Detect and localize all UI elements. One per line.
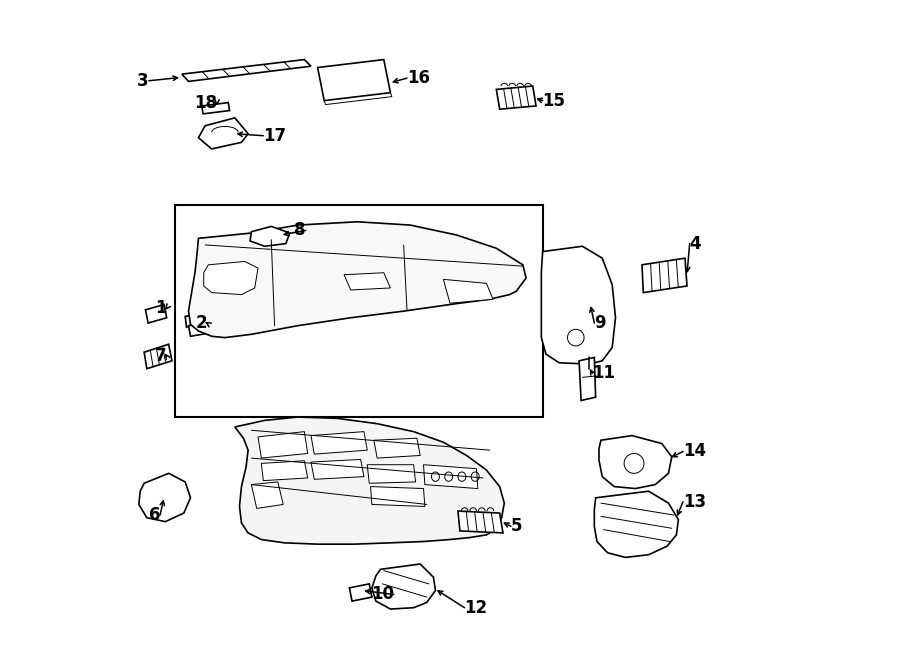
Text: 8: 8 — [294, 221, 306, 240]
Text: 12: 12 — [464, 598, 488, 617]
Polygon shape — [579, 357, 596, 401]
Polygon shape — [496, 86, 536, 109]
Text: 11: 11 — [592, 364, 616, 383]
Polygon shape — [444, 279, 493, 303]
Text: 17: 17 — [264, 126, 286, 145]
Text: 18: 18 — [194, 93, 217, 112]
Polygon shape — [235, 417, 504, 544]
Text: 13: 13 — [683, 493, 706, 511]
Text: 5: 5 — [511, 517, 522, 536]
Polygon shape — [311, 459, 364, 479]
Text: 3: 3 — [137, 71, 148, 90]
Polygon shape — [598, 436, 671, 489]
Polygon shape — [251, 482, 284, 508]
Text: 4: 4 — [689, 234, 701, 253]
Polygon shape — [344, 273, 391, 290]
Polygon shape — [374, 438, 420, 458]
Text: 6: 6 — [148, 506, 160, 524]
Polygon shape — [185, 312, 211, 327]
Text: 15: 15 — [543, 91, 566, 110]
Polygon shape — [311, 432, 367, 454]
Text: 7: 7 — [155, 347, 166, 365]
Polygon shape — [202, 103, 230, 114]
Polygon shape — [146, 305, 166, 323]
Polygon shape — [318, 60, 391, 101]
Text: 2: 2 — [195, 314, 207, 332]
Polygon shape — [182, 60, 311, 81]
Polygon shape — [372, 564, 436, 609]
Polygon shape — [188, 222, 526, 338]
Polygon shape — [261, 461, 308, 481]
Text: 1: 1 — [155, 299, 166, 317]
Polygon shape — [139, 473, 191, 522]
Text: 14: 14 — [683, 442, 706, 461]
Text: 9: 9 — [594, 314, 606, 332]
Polygon shape — [349, 584, 372, 601]
Polygon shape — [424, 465, 478, 489]
Polygon shape — [188, 322, 213, 336]
Polygon shape — [594, 491, 679, 557]
Polygon shape — [542, 246, 616, 364]
Text: 16: 16 — [407, 69, 430, 87]
Polygon shape — [367, 465, 416, 483]
Polygon shape — [144, 344, 172, 369]
Text: 10: 10 — [371, 585, 393, 604]
FancyBboxPatch shape — [176, 205, 543, 417]
Polygon shape — [458, 511, 503, 533]
Polygon shape — [250, 226, 290, 246]
Polygon shape — [203, 261, 258, 295]
Polygon shape — [258, 432, 308, 458]
Polygon shape — [198, 118, 248, 149]
Polygon shape — [371, 487, 425, 506]
Polygon shape — [642, 258, 687, 293]
